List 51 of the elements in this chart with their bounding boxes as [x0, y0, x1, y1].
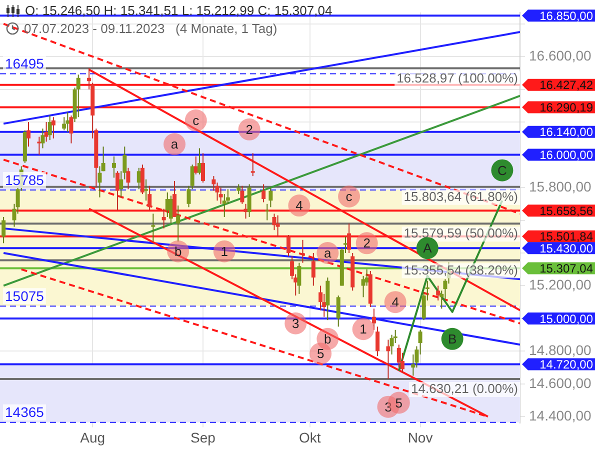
- y-tick-label: 16.600,00: [529, 47, 592, 64]
- ref-line-label: 16.000,00: [540, 148, 594, 162]
- ref-line-label: 15785: [5, 172, 44, 188]
- ref-line-label: 16.427,42: [540, 78, 594, 92]
- annotation: 14.630,21 (0.00%): [411, 381, 518, 396]
- annotation: 4: [392, 294, 399, 310]
- annotation: 5: [316, 346, 324, 362]
- x-tick-label: Okt: [298, 429, 321, 446]
- ref-line-label: 16.140,00: [540, 125, 594, 140]
- annotation: 15.579,59 (50.00%): [404, 226, 518, 241]
- annotation: c: [346, 189, 353, 204]
- annotation: A: [423, 240, 432, 256]
- annotation: B: [448, 331, 457, 346]
- ref-line-label: 14365: [5, 404, 44, 420]
- ref-line-label: 16.850,00: [540, 8, 594, 23]
- annotation: 2: [246, 122, 253, 137]
- ref-line-label: 16495: [5, 56, 44, 72]
- text: 07.07.2023 - 09.11.2023 (4 Monate, 1 Tag): [24, 21, 278, 36]
- ref-line-label: 15.501,84: [540, 230, 594, 244]
- annotation: 5: [395, 395, 403, 410]
- y-tick-label: 14.800,00: [529, 342, 592, 358]
- annotation: b: [174, 244, 182, 259]
- ref-line-label: 16.290,19: [540, 100, 594, 115]
- annotation: 16.528,97 (100.00%): [396, 70, 518, 86]
- y-tick-label: 14.600,00: [529, 374, 592, 391]
- annotation: 15.803,64 (61.80%): [404, 189, 518, 204]
- ref-line-label: 15.307,04: [540, 262, 594, 276]
- annotation: C: [497, 162, 507, 178]
- y-tick-label: 14.400,00: [529, 408, 592, 424]
- annotation: 1: [360, 322, 367, 337]
- x-tick-label: Aug: [80, 429, 106, 446]
- annotation: 3: [384, 399, 392, 414]
- ref-line-label: 15075: [5, 288, 44, 304]
- annotation: 2: [363, 236, 370, 251]
- annotation: c: [192, 112, 200, 128]
- annotation: 15.355,54 (38.20%): [404, 262, 518, 278]
- annotation: 3: [292, 316, 300, 331]
- y-tick-label: 15.200,00: [529, 276, 592, 293]
- x-tick-label: Nov: [408, 429, 433, 446]
- chart-title: O: 15.246,50 H: 15.341,51 L: 15.212,99 C: 15.307,04: [25, 3, 332, 18]
- y-tick-label: 15.800,00: [529, 178, 592, 194]
- ref-line-label: 15.658,56: [540, 204, 594, 218]
- annotation: b: [324, 331, 332, 346]
- x-tick-label: Sep: [190, 429, 216, 446]
- annotation: 4: [296, 198, 303, 214]
- ref-line-label: 15.430,00: [540, 241, 594, 256]
- annotation: a: [170, 136, 179, 152]
- ref-line-label: 15.000,00: [540, 312, 594, 326]
- annotation: a: [324, 246, 332, 261]
- ref-line-label: 14.720,00: [540, 358, 594, 372]
- annotation: 1: [220, 244, 228, 259]
